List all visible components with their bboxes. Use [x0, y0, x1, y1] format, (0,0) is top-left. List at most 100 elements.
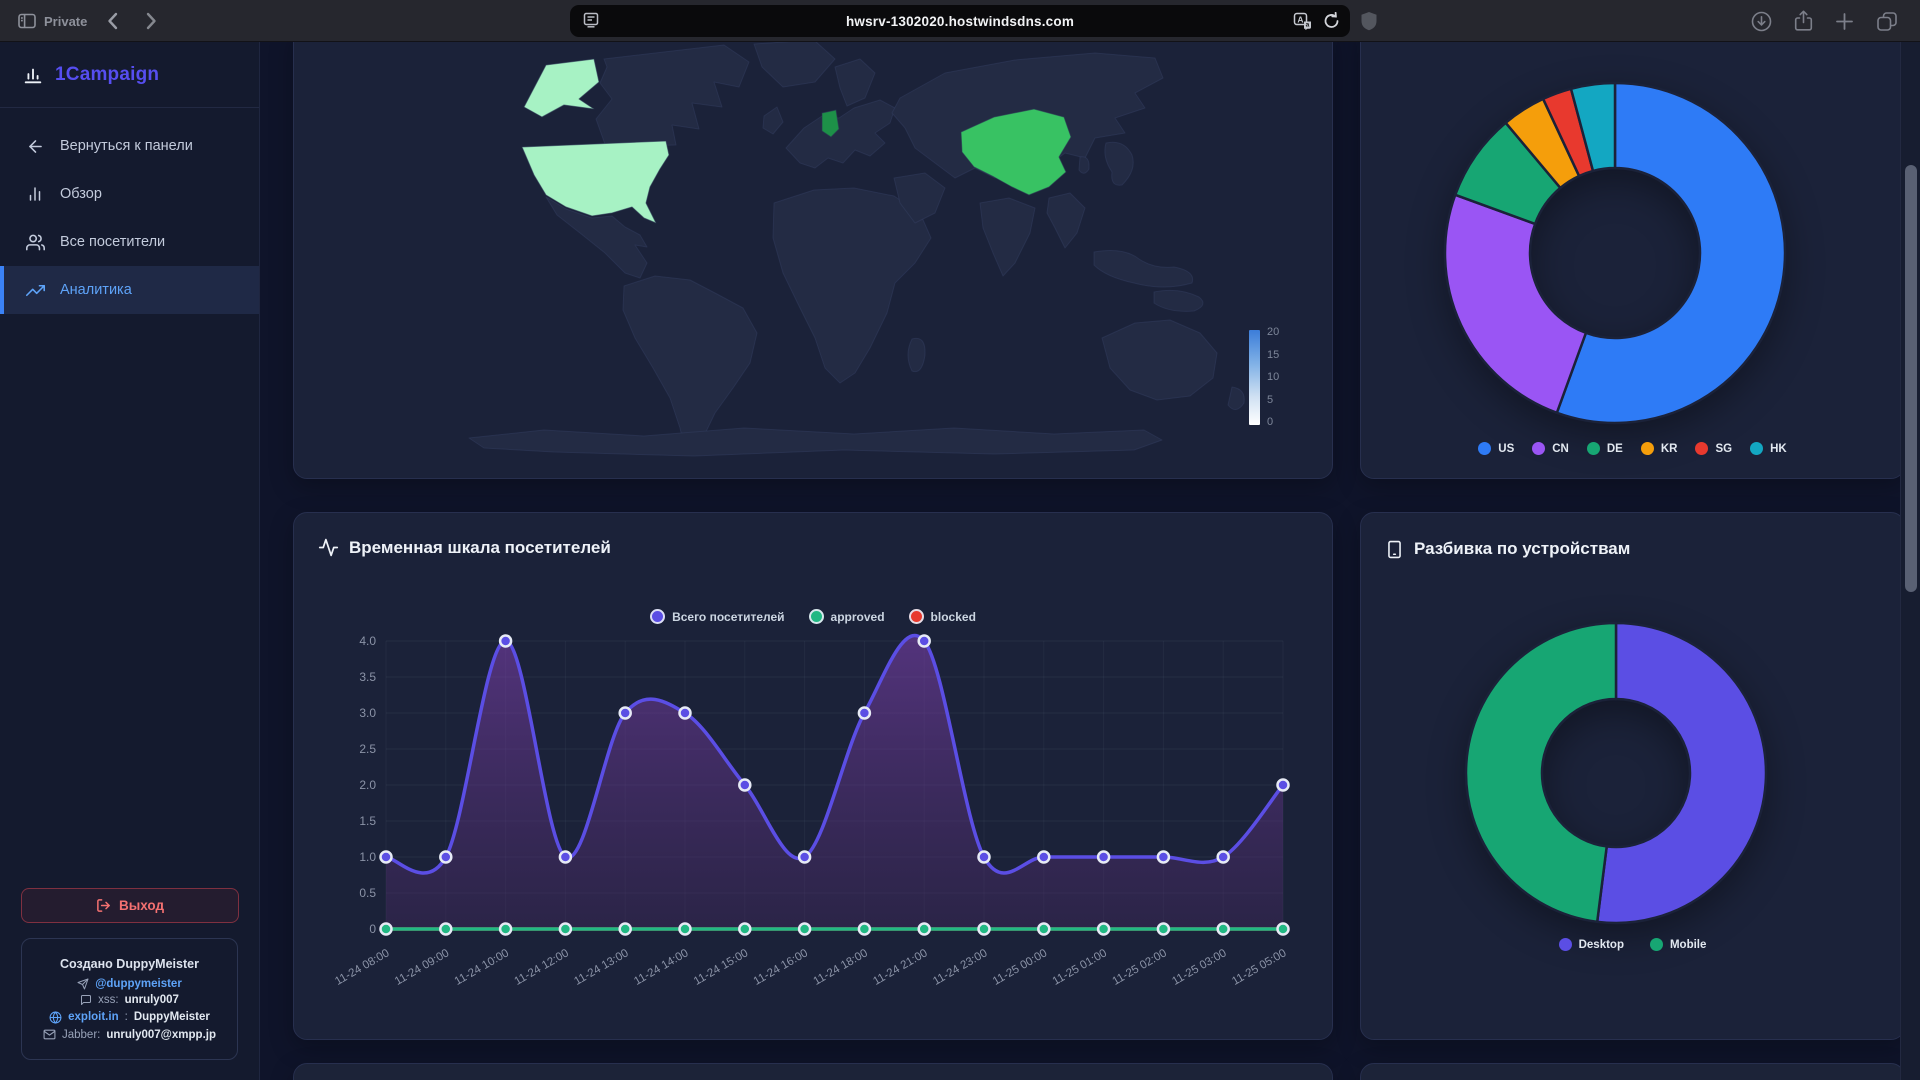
reload-icon[interactable]: [1323, 12, 1340, 30]
share-icon[interactable]: [1794, 10, 1813, 32]
svg-text:4.0: 4.0: [359, 634, 376, 648]
map-color-scale-bar: [1249, 330, 1260, 425]
legend-swatch: [1586, 442, 1600, 455]
svg-text:0.5: 0.5: [359, 886, 376, 900]
downloads-icon[interactable]: [1751, 11, 1772, 32]
jabber-label: Jabber:: [62, 1028, 101, 1041]
legend-item-KR[interactable]: KR: [1640, 442, 1678, 455]
page-settings-icon[interactable]: [582, 12, 600, 29]
svg-text:11-25 02:00: 11-25 02:00: [1110, 947, 1168, 988]
devices-legend: Desktop Mobile: [1361, 938, 1904, 951]
donut-slice-US: [1555, 81, 1787, 425]
scale-tick: 10: [1267, 371, 1280, 383]
map-country-china: [960, 108, 1072, 196]
sidebar-item-3[interactable]: Аналитика: [0, 266, 259, 314]
private-badge[interactable]: Private: [18, 13, 87, 29]
timeline-legend-item[interactable]: blocked: [908, 609, 976, 624]
svg-text:11-24 09:00: 11-24 09:00: [393, 947, 451, 988]
credits-title: Создано DuppyMeister: [60, 957, 199, 971]
svg-text:1.5: 1.5: [359, 814, 376, 828]
legend-item-Mobile[interactable]: Mobile: [1649, 938, 1706, 951]
logout-button[interactable]: Выход: [21, 888, 239, 923]
sidebar-item-0[interactable]: Вернуться к панели: [0, 122, 259, 170]
map-country-alaska: [523, 58, 600, 118]
legend-label: HK: [1770, 442, 1787, 455]
logout-label: Выход: [118, 898, 165, 913]
activity-icon: [318, 538, 339, 557]
svg-text:11-25 05:00: 11-25 05:00: [1230, 947, 1288, 988]
forum-link[interactable]: exploit.in: [68, 1011, 119, 1023]
scrollbar-track[interactable]: [1900, 42, 1920, 1080]
legend-item-SG[interactable]: SG: [1695, 442, 1732, 455]
svg-text:11-24 08:00: 11-24 08:00: [333, 947, 391, 988]
legend-swatch: [1649, 938, 1663, 951]
xss-label: xss:: [98, 994, 119, 1006]
tabs-overview-icon[interactable]: [1876, 11, 1898, 32]
legend-item-HK[interactable]: HK: [1750, 442, 1787, 455]
sidebar-item-label: Обзор: [60, 186, 102, 202]
timeline-legend-item[interactable]: approved: [808, 609, 885, 624]
back-button[interactable]: [101, 9, 125, 33]
donut-slice-CN: [1443, 193, 1588, 415]
legend-label: blocked: [930, 609, 976, 624]
forum-value: DuppyMeister: [133, 1011, 210, 1023]
svg-text:3.5: 3.5: [359, 670, 376, 684]
countries-donut-chart: [1443, 81, 1787, 425]
svg-text:11-24 23:00: 11-24 23:00: [931, 947, 989, 988]
legend-label: KR: [1660, 442, 1678, 455]
svg-text:11-24 15:00: 11-24 15:00: [692, 947, 750, 988]
svg-text:1.0: 1.0: [359, 850, 376, 864]
forward-button[interactable]: [139, 9, 163, 33]
main-content: 20 15 10 5 0 US CN DE KR SG HK Временная шкала по…: [260, 42, 1920, 1080]
private-label: Private: [44, 13, 88, 29]
sidebar-menu: Вернуться к панели Обзор Все посетители Ана…: [0, 122, 259, 314]
timeline-title: Временная шкала посетителей: [349, 537, 611, 557]
mail-icon: [43, 1029, 56, 1040]
timeline-card: Временная шкала посетителей Всего посети…: [293, 512, 1333, 1040]
new-tab-icon[interactable]: [1835, 12, 1854, 31]
sidebar-item-1[interactable]: Обзор: [0, 170, 259, 218]
devices-donut-chart: [1464, 621, 1768, 925]
sidebar-item-label: Вернуться к панели: [60, 138, 193, 154]
donut-slice-Mobile: [1464, 621, 1618, 924]
globe-icon: [49, 1010, 62, 1024]
legend-item-Desktop[interactable]: Desktop: [1558, 938, 1624, 951]
svg-text:11-24 18:00: 11-24 18:00: [811, 947, 869, 988]
legend-label: CN: [1552, 442, 1569, 455]
credits-card: Создано DuppyMeister @duppymeister xss: …: [21, 938, 238, 1060]
donut-slice-Desktop: [1595, 621, 1768, 925]
url-text[interactable]: hwsrv-1302020.hostwindsdns.com: [845, 13, 1075, 29]
browser-toolbar: Private hwsrv-1302020.hostwindsdns.com A…: [0, 0, 1920, 42]
brand-logo-icon: [24, 68, 42, 83]
telegram-link[interactable]: @duppymeister: [95, 977, 182, 990]
legend-item-DE[interactable]: DE: [1586, 442, 1623, 455]
scale-tick: 15: [1267, 348, 1280, 361]
legend-swatch: [1478, 442, 1492, 455]
scrollbar-thumb[interactable]: [1905, 165, 1917, 592]
map-color-scale-ticks: 20 15 10 5 0: [1267, 327, 1279, 428]
sidebar-item-2[interactable]: Все посетители: [0, 218, 259, 266]
svg-text:11-24 10:00: 11-24 10:00: [453, 947, 511, 988]
legend-item-CN[interactable]: CN: [1532, 442, 1569, 455]
sidebar-toggle-icon[interactable]: [18, 13, 36, 29]
legend-swatch: [1640, 442, 1654, 455]
countries-legend: US CN DE KR SG HK: [1361, 442, 1904, 455]
legend-swatch: [650, 609, 666, 624]
arrow-left-icon: [26, 137, 46, 156]
brand: 1Campaign: [0, 42, 259, 108]
logout-icon: [97, 899, 110, 912]
trending-up-icon: [26, 281, 46, 300]
telegram-icon: [77, 978, 89, 989]
legend-swatch: [808, 609, 824, 624]
legend-item-US[interactable]: US: [1478, 442, 1514, 455]
next-row-card-left: [293, 1063, 1333, 1080]
donut-slice-HK: [1569, 81, 1617, 173]
legend-label: Всего посетителей: [672, 609, 785, 624]
jabber-value: unruly007@xmpp.jp: [106, 1028, 216, 1041]
svg-text:11-24 14:00: 11-24 14:00: [632, 947, 690, 988]
devices-card: Разбивка по устройствам Desktop Mobile: [1360, 512, 1905, 1040]
shield-icon[interactable]: [1360, 11, 1378, 31]
timeline-legend-item[interactable]: Всего посетителей: [650, 609, 785, 624]
